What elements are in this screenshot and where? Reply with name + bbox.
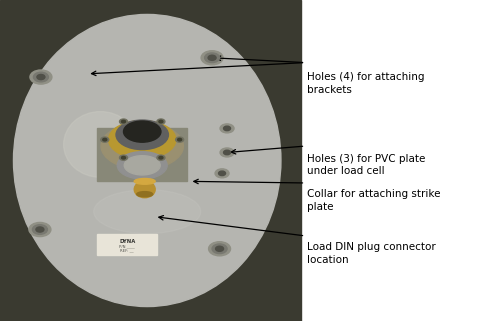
Circle shape xyxy=(119,155,127,160)
Circle shape xyxy=(101,137,109,142)
Circle shape xyxy=(216,246,224,251)
Circle shape xyxy=(208,55,216,60)
Text: DYNA: DYNA xyxy=(119,239,135,244)
Circle shape xyxy=(176,137,184,142)
Circle shape xyxy=(103,138,107,141)
Ellipse shape xyxy=(63,112,137,177)
Ellipse shape xyxy=(101,123,183,169)
Circle shape xyxy=(220,124,234,133)
Ellipse shape xyxy=(108,121,176,159)
Ellipse shape xyxy=(117,152,167,179)
Circle shape xyxy=(30,70,52,84)
Circle shape xyxy=(122,120,125,123)
Circle shape xyxy=(224,150,231,155)
Circle shape xyxy=(159,120,163,123)
Circle shape xyxy=(159,156,163,159)
Circle shape xyxy=(209,242,231,256)
Circle shape xyxy=(119,119,128,124)
Circle shape xyxy=(219,171,226,176)
Circle shape xyxy=(212,244,227,254)
Ellipse shape xyxy=(116,120,168,150)
Circle shape xyxy=(121,156,125,159)
Circle shape xyxy=(33,72,48,82)
Circle shape xyxy=(215,169,229,178)
Circle shape xyxy=(32,225,47,234)
Circle shape xyxy=(37,74,45,80)
Circle shape xyxy=(157,155,165,160)
Ellipse shape xyxy=(134,181,155,198)
Circle shape xyxy=(220,148,234,157)
Circle shape xyxy=(36,227,44,232)
Circle shape xyxy=(205,53,220,63)
Bar xyxy=(97,234,157,255)
Circle shape xyxy=(178,138,182,141)
Text: Holes (4) for attaching
brackets: Holes (4) for attaching brackets xyxy=(307,72,424,95)
Ellipse shape xyxy=(137,192,153,197)
Circle shape xyxy=(29,222,51,237)
Circle shape xyxy=(201,51,223,65)
Circle shape xyxy=(157,119,165,124)
Ellipse shape xyxy=(134,178,155,184)
Ellipse shape xyxy=(94,190,201,234)
Circle shape xyxy=(224,126,231,131)
Text: Collar for attaching strike
plate: Collar for attaching strike plate xyxy=(307,189,441,212)
Text: Holes (3) for PVC plate
under load cell: Holes (3) for PVC plate under load cell xyxy=(307,154,425,177)
Ellipse shape xyxy=(123,121,161,142)
Ellipse shape xyxy=(124,156,160,175)
Text: Load DIN plug connector
location: Load DIN plug connector location xyxy=(307,242,436,265)
Bar xyxy=(0,0,301,321)
Bar xyxy=(97,128,187,181)
Text: REF: __: REF: __ xyxy=(120,248,134,252)
Ellipse shape xyxy=(13,14,281,307)
Text: P/N ____: P/N ____ xyxy=(119,245,135,248)
